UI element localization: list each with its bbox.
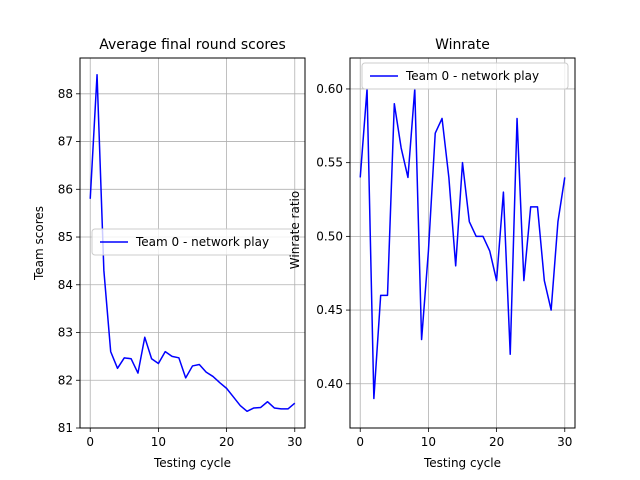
winrate-y-tick-label: 0.40	[316, 377, 343, 391]
scores-series-line	[89, 73, 296, 413]
scores-legend-label: Team 0 - network play	[135, 235, 269, 249]
scores-y-tick-label: 86	[58, 182, 73, 196]
winrate-y-tick-label: 0.45	[316, 303, 343, 317]
winrate-y-tick-label: 0.55	[316, 156, 343, 170]
winrate-chart: 0 10 20 30 0.40 0.45 0.50 0.55 0.60 Winrate Test…	[288, 37, 576, 470]
scores-y-tick-label: 88	[58, 87, 73, 101]
scores-x-tick-label: 10	[151, 435, 166, 449]
scores-y-tick-label: 84	[58, 278, 73, 292]
scores-plot-frame	[79, 57, 306, 429]
winrate-legend-box	[361, 62, 569, 90]
scores-legend: Team 0 - network play	[91, 228, 296, 256]
scores-chart: 0 10 20 30 81 82 83 84 85 86 87 88 Average final ro…	[32, 37, 306, 470]
winrate-x-tick-label: 20	[489, 435, 504, 449]
winrate-x-axis-label: Testing cycle	[423, 456, 501, 470]
winrate-series-line	[359, 88, 566, 400]
winrate-x-tick-label: 10	[421, 435, 436, 449]
scores-y-tick-label: 83	[58, 326, 73, 340]
winrate-y-axis-label: Winrate ratio	[288, 191, 302, 269]
scores-legend-box	[91, 228, 296, 256]
winrate-y-tick-label: 0.60	[316, 82, 343, 96]
scores-x-axis-label: Testing cycle	[153, 456, 231, 470]
scores-chart-title: Average final round scores	[99, 37, 286, 53]
winrate-x-tick-label: 0	[356, 435, 364, 449]
winrate-legend: Team 0 - network play	[361, 62, 569, 90]
scores-y-axis-label: Team scores	[32, 206, 46, 281]
scores-y-tick-label: 87	[58, 135, 73, 149]
winrate-plot-frame	[349, 57, 576, 429]
scores-x-tick-label: 20	[219, 435, 234, 449]
winrate-chart-title: Winrate	[435, 37, 490, 53]
scores-x-tick-label: 30	[287, 435, 302, 449]
scores-x-tick-label: 0	[86, 435, 94, 449]
winrate-y-tick-label: 0.50	[316, 229, 343, 243]
scores-y-tick-label: 81	[58, 421, 73, 435]
winrate-x-tick-label: 30	[557, 435, 572, 449]
winrate-legend-label: Team 0 - network play	[405, 69, 539, 83]
scores-y-tick-label: 82	[58, 373, 73, 387]
scores-y-tick-label: 85	[58, 230, 73, 244]
